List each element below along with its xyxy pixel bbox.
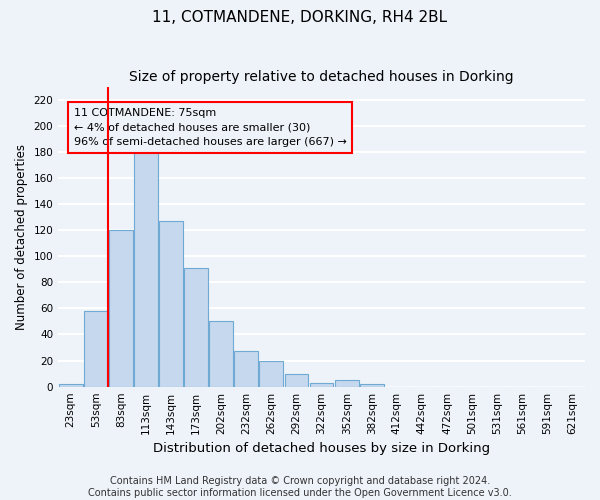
Y-axis label: Number of detached properties: Number of detached properties [15, 144, 28, 330]
Bar [335, 380, 359, 386]
Bar [159, 221, 183, 386]
Text: Contains HM Land Registry data © Crown copyright and database right 2024.
Contai: Contains HM Land Registry data © Crown c… [88, 476, 512, 498]
Bar [259, 360, 283, 386]
Text: 11, COTMANDENE, DORKING, RH4 2BL: 11, COTMANDENE, DORKING, RH4 2BL [152, 10, 448, 25]
Bar [59, 384, 83, 386]
Bar [284, 374, 308, 386]
Bar [184, 268, 208, 386]
Bar [360, 384, 383, 386]
Text: 11 COTMANDENE: 75sqm
← 4% of detached houses are smaller (30)
96% of semi-detach: 11 COTMANDENE: 75sqm ← 4% of detached ho… [74, 108, 347, 147]
X-axis label: Distribution of detached houses by size in Dorking: Distribution of detached houses by size … [153, 442, 490, 455]
Bar [84, 311, 108, 386]
Bar [134, 152, 158, 386]
Bar [310, 383, 334, 386]
Title: Size of property relative to detached houses in Dorking: Size of property relative to detached ho… [129, 70, 514, 84]
Bar [109, 230, 133, 386]
Bar [235, 352, 258, 386]
Bar [209, 322, 233, 386]
